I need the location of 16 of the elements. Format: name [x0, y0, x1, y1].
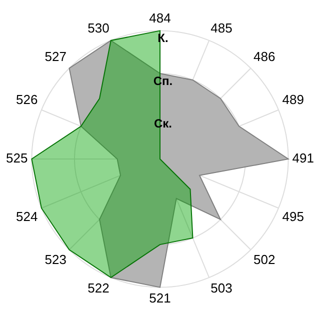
spoke-label: 530: [88, 20, 110, 36]
spoke-label: 485: [210, 20, 232, 36]
spoke-label: 526: [16, 92, 38, 108]
spoke-label: 486: [254, 49, 276, 64]
spoke-label: 523: [44, 252, 66, 267]
spoke-label: 527: [44, 49, 66, 64]
spoke-label: 489: [282, 92, 304, 108]
spoke-label: 522: [88, 280, 110, 296]
spoke-label: 495: [282, 209, 304, 224]
spoke-label: 521: [149, 290, 171, 306]
spoke-label: 502: [254, 252, 276, 267]
spoke-label: 525: [6, 150, 28, 166]
spoke-label: 484: [149, 10, 171, 26]
spoke-label: 491: [292, 150, 314, 166]
spoke-label: 524: [16, 209, 38, 224]
spoke-label: 503: [210, 280, 232, 296]
